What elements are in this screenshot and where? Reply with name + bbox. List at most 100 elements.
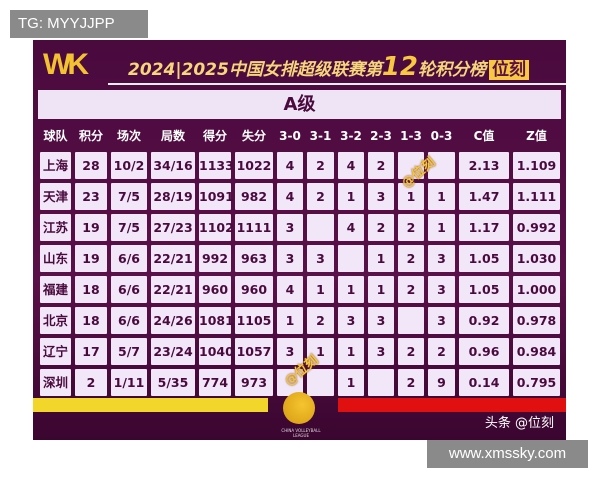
table-cell: 0.992	[513, 214, 560, 241]
brand-logo: WK	[43, 48, 89, 81]
table-cell: 1040	[199, 338, 234, 365]
table-cell: 4	[277, 276, 303, 303]
table-cell	[368, 369, 394, 396]
table-cell: 5/7	[111, 338, 147, 365]
table-cell: 7/5	[111, 183, 147, 210]
table-cell: 3	[428, 307, 455, 334]
round-number: 12	[381, 52, 419, 82]
standings-table: 球队 积分 场次 局数 得分 失分 3-0 3-1 3-2 2-3 1-3 0-3 C值 Z值 上海 28 1…	[38, 122, 562, 398]
table-cell: 960	[235, 276, 273, 303]
table-cell: 1	[428, 183, 455, 210]
overlay-label-site: www.xmssky.com	[427, 440, 588, 468]
table-cell: 22/21	[151, 276, 195, 303]
table-cell: 3	[428, 245, 455, 272]
poster-title: 2024|2025中国女排超级联赛第12轮积分榜 位刻	[128, 52, 530, 82]
table-cell: 23	[75, 183, 107, 210]
table-row: 北京 18 6/6 24/26 1081 1105 1 2 3 3 3 0.92 0.978	[38, 305, 562, 336]
table-cell: 7/5	[111, 214, 147, 241]
table-cell: 0.984	[513, 338, 560, 365]
team-name: 深圳	[40, 369, 71, 396]
table-cell: 2	[368, 152, 394, 179]
table-cell: 23/24	[151, 338, 195, 365]
table-cell: 963	[235, 245, 273, 272]
table-cell: 2	[398, 214, 424, 241]
table-cell: 1	[338, 369, 364, 396]
column-header: 0-3	[430, 129, 453, 143]
column-header: 3-1	[309, 129, 332, 143]
table-cell	[277, 369, 303, 396]
column-header: 3-0	[279, 129, 301, 143]
table-cell: 774	[199, 369, 231, 396]
column-header: 球队	[43, 129, 68, 143]
table-cell: 1133	[199, 152, 234, 179]
table-row: 江苏 19 7/5 27/23 1102 1111 3 4 2 2 1 1.17 0.992	[38, 212, 562, 243]
table-cell: 992	[199, 245, 231, 272]
table-cell: 1	[307, 338, 334, 365]
table-cell: 1105	[235, 307, 273, 334]
team-name: 天津	[40, 183, 71, 210]
column-header: 积分	[78, 129, 103, 143]
table-cell: 22/21	[151, 245, 195, 272]
table-cell: 1/11	[111, 369, 147, 396]
table-cell: 1	[428, 214, 455, 241]
team-name: 山东	[40, 245, 71, 272]
table-cell: 2	[398, 276, 424, 303]
table-cell: 10/2	[111, 152, 147, 179]
table-cell: 2	[368, 214, 394, 241]
table-cell: 1.000	[513, 276, 560, 303]
table-cell: 1	[338, 338, 364, 365]
table-cell: 28	[75, 152, 107, 179]
table-cell: 6/6	[111, 245, 147, 272]
table-cell: 0.978	[513, 307, 560, 334]
title-suffix: 轮积分榜	[418, 60, 487, 80]
column-header: 2-3	[370, 129, 392, 143]
table-cell: 982	[235, 183, 273, 210]
table-cell: 27/23	[151, 214, 195, 241]
table-cell: 5/35	[151, 369, 195, 396]
table-cell: 2	[428, 338, 455, 365]
team-name: 福建	[40, 276, 71, 303]
table-cell: 1	[307, 276, 334, 303]
table-row: 天津 23 7/5 28/19 1091 982 4 2 1 3 1 1 1.47 1.111	[38, 181, 562, 212]
table-cell: 28/19	[151, 183, 195, 210]
team-name: 江苏	[40, 214, 71, 241]
league-logo-text: CHINA VOLLEYBALL LEAGUE	[281, 428, 321, 438]
column-header: C值	[473, 129, 495, 143]
column-header: 场次	[116, 129, 141, 143]
column-header: 局数	[160, 129, 185, 143]
table-cell: 1.05	[459, 276, 509, 303]
table-row: 山东 19 6/6 22/21 992 963 3 3 1 2 3 1.05 1.030	[38, 243, 562, 274]
credit-text: 头条 @位刻	[484, 416, 554, 431]
table-cell: 1091	[199, 183, 234, 210]
table-cell: 4	[338, 152, 364, 179]
table-cell: 1	[368, 276, 394, 303]
standings-poster: WK 2024|2025中国女排超级联赛第12轮积分榜 位刻 A级 球队 积分 场次局…	[33, 40, 566, 440]
table-cell: 18	[75, 307, 107, 334]
table-cell: 3	[277, 214, 303, 241]
table-cell: 1.47	[459, 183, 509, 210]
table-cell: 3	[428, 276, 455, 303]
table-cell: 1.05	[459, 245, 509, 272]
table-cell: 2	[307, 183, 334, 210]
volleyball-logo-icon	[283, 392, 315, 424]
table-cell: 1	[338, 183, 364, 210]
table-cell: 3	[277, 338, 303, 365]
table-cell: 2.13	[459, 152, 509, 179]
team-name: 辽宁	[40, 338, 71, 365]
table-cell	[307, 369, 334, 396]
yellow-bar	[33, 398, 268, 412]
table-cell	[398, 307, 424, 334]
table-cell: 1081	[199, 307, 234, 334]
table-cell: 1	[277, 307, 303, 334]
red-bar	[338, 398, 566, 412]
table-cell: 2	[398, 369, 424, 396]
table-cell: 1102	[199, 214, 234, 241]
table-cell: 9	[428, 369, 455, 396]
column-header: 3-2	[340, 129, 362, 143]
table-row: 辽宁 17 5/7 23/24 1040 1057 3 1 1 3 2 2 0.96 0.984	[38, 336, 562, 367]
table-cell	[307, 214, 334, 241]
table-cell: 3	[307, 245, 334, 272]
table-cell: 2	[307, 307, 334, 334]
table-cell: 4	[277, 183, 303, 210]
title-prefix: 2024|2025中国女排超级联赛第	[128, 60, 382, 80]
